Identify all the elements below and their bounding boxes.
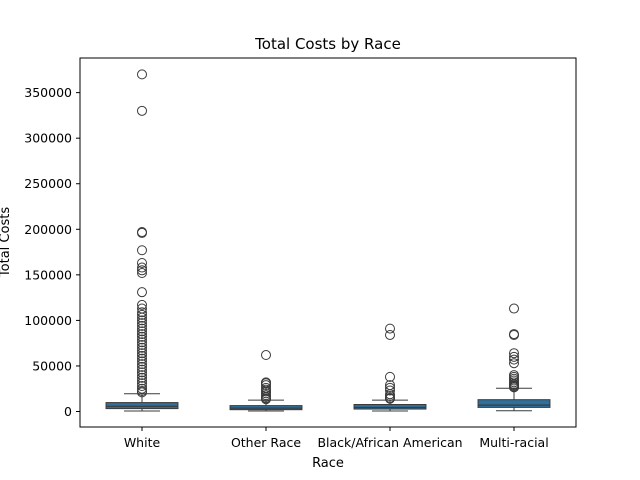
x-tick-label: Other Race — [231, 435, 301, 450]
chart-title: Total Costs by Race — [254, 35, 401, 53]
outlier-point — [137, 265, 147, 276]
outlier-point — [509, 382, 519, 393]
outlier-point — [137, 309, 147, 320]
outlier-point — [137, 299, 147, 310]
outlier-point — [137, 262, 147, 273]
x-axis-title: Race — [312, 456, 344, 471]
y-tick-label: 350000 — [24, 85, 72, 100]
outlier-point — [137, 329, 147, 340]
box-group-multi-racial — [477, 303, 551, 412]
y-tick-label: 0 — [64, 404, 72, 419]
outlier-point — [137, 326, 147, 337]
outlier-point — [385, 371, 395, 382]
outlier-point — [137, 307, 147, 318]
outlier-point — [137, 367, 147, 378]
outlier-point — [137, 320, 147, 331]
outlier-point — [137, 370, 147, 381]
x-axis: White Other Race Black/African American Mul… — [124, 427, 549, 450]
outlier-point — [137, 227, 147, 238]
box-group-black-african-american — [353, 323, 427, 412]
iqr-box — [105, 402, 179, 410]
outlier-point — [137, 345, 147, 356]
y-tick-label: 300000 — [24, 131, 72, 146]
outlier-point — [261, 380, 271, 391]
x-tick-label: Multi-racial — [479, 435, 548, 450]
outlier-point — [385, 323, 395, 334]
outlier-point — [137, 245, 147, 256]
outlier-point — [137, 268, 147, 279]
y-tick-label: 100000 — [24, 313, 72, 328]
outlier-point — [137, 387, 147, 398]
outlier-point — [137, 69, 147, 80]
x-tick-label: Black/African American — [317, 435, 462, 450]
outlier-point — [385, 393, 395, 404]
y-tick-label: 200000 — [24, 222, 72, 237]
outlier-point — [137, 375, 147, 386]
outlier-point — [137, 356, 147, 367]
box-series — [105, 69, 551, 412]
plot-area-frame — [79, 57, 577, 428]
outlier-point — [137, 315, 147, 326]
outlier-point — [137, 348, 147, 359]
outlier-point — [509, 303, 519, 314]
y-axis-title: Total Costs — [0, 207, 13, 278]
outlier-point — [137, 318, 147, 329]
y-axis: 0 50000 100000 150000 200000 250000 300000 3500… — [24, 85, 80, 419]
outlier-point — [137, 312, 147, 323]
outlier-point — [509, 329, 519, 340]
box-group-other-race — [229, 350, 303, 412]
outlier-point — [137, 258, 147, 268]
outlier-point — [385, 329, 395, 340]
outlier-point — [137, 334, 147, 345]
outlier-point — [137, 287, 147, 298]
outlier-point — [137, 337, 147, 348]
outlier-point — [137, 350, 147, 361]
outlier-point — [137, 381, 147, 391]
y-tick-label: 50000 — [32, 358, 72, 373]
y-tick-label: 150000 — [24, 267, 72, 282]
outlier-point — [137, 353, 147, 364]
outlier-point — [137, 323, 147, 334]
iqr-box — [477, 399, 551, 408]
outlier-point — [261, 350, 271, 361]
box-group-white — [105, 69, 179, 412]
outlier-point — [137, 364, 147, 375]
outlier-point — [385, 385, 395, 396]
outlier-point — [509, 351, 519, 362]
outlier-point — [137, 361, 147, 372]
outlier-point — [137, 359, 147, 370]
outlier-point — [137, 340, 147, 350]
y-tick-label: 250000 — [24, 176, 72, 191]
outlier-point — [137, 105, 147, 116]
outlier-point — [137, 383, 147, 394]
outlier-point — [509, 354, 519, 365]
outlier-point — [385, 382, 395, 393]
iqr-box — [353, 403, 427, 410]
outlier-point — [137, 342, 147, 353]
outlier-point — [137, 372, 147, 383]
x-tick-label: White — [124, 435, 161, 450]
outlier-point — [261, 394, 271, 405]
outlier-point — [509, 358, 519, 369]
outlier-point — [509, 348, 519, 359]
outlier-point — [137, 331, 147, 342]
